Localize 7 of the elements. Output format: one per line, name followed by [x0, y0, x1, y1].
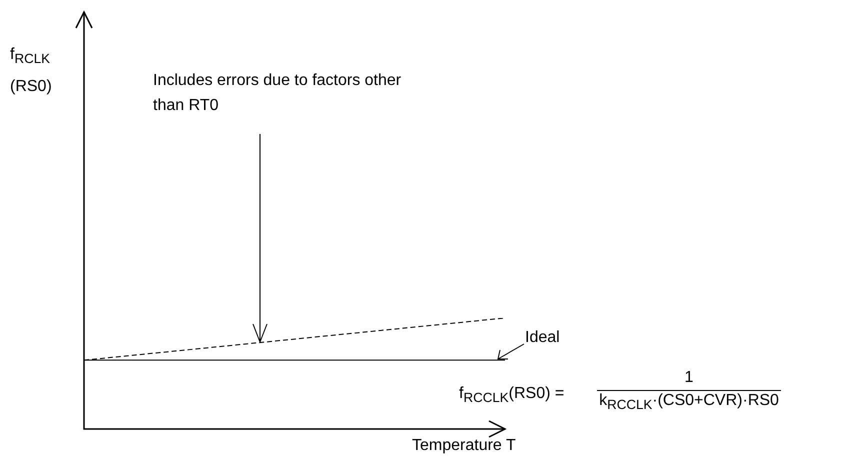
text: Includes errors due to factors other than RT0 — [153, 71, 402, 116]
x-axis-title: Temperature T — [412, 436, 516, 456]
annotation: k$_{RCCLK}$·(CS0+CVR)·RS0 — [598, 391, 780, 414]
annotation: f$_{RCCLK}$(RS0) = — [459, 384, 564, 408]
text: f$_{RCLK}$ (RS0) — [10, 45, 52, 98]
series-label: Ideal — [525, 328, 560, 348]
annotation: 1 — [597, 368, 781, 391]
